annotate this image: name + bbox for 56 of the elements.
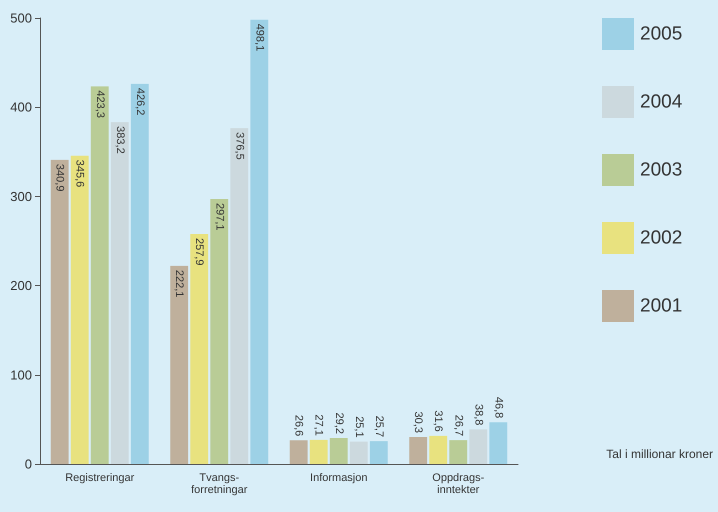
legend-label: 2001 [640,296,682,316]
bar [310,440,328,464]
y-tick-label: 200 [10,278,32,294]
data-label: 30,3 [412,412,424,433]
bar [170,266,188,464]
data-label: 27,1 [312,414,325,436]
text: Tal i millionar kroner [606,447,714,461]
legend-label: 2003 [640,160,682,180]
bar [469,429,488,464]
data-label: 423,3 [94,90,106,118]
data-label: 46,8 [492,396,504,418]
bar [190,234,208,464]
legend-label: 2002 [640,228,682,248]
legend-label: 2005 [640,24,682,44]
data-label: 257,9 [193,238,206,266]
y-tick-label: 500 [10,10,32,26]
data-label: 26,6 [292,414,305,436]
bar [210,198,228,464]
bar [70,156,89,464]
bar [449,440,468,464]
bar [429,436,448,464]
data-label: 376,5 [233,132,246,160]
bar [350,442,368,464]
bar [250,20,268,464]
data-label: 426,2 [134,88,146,116]
bar [489,422,508,464]
data-label: 25,1 [352,416,365,438]
data-label: 38,8 [472,404,484,426]
data-label: 26,7 [452,414,464,436]
data-label: 29,2 [332,412,345,434]
bar [50,160,69,464]
data-label: 345,6 [74,160,86,188]
data-label: 340,9 [54,164,66,192]
y-tick-label: 100 [10,367,32,382]
bar [230,128,248,464]
bar [370,441,388,464]
bar [290,440,308,464]
data-label: 25,7 [372,416,385,438]
legend-label: 2004 [640,92,683,112]
bar [130,84,149,464]
bar [330,438,348,464]
data-label: 383,2 [114,126,126,154]
x-tick-label: Registreringar [65,472,135,484]
y-tick-label: 400 [10,100,32,115]
y-tick-label: 300 [10,188,32,204]
x-tick-label: Tvangs- forretningar [191,472,248,496]
x-tick-label: Informasjon [310,472,368,484]
y-tick-label: 0 [24,456,32,472]
bar [110,122,129,464]
data-label: 297,1 [213,202,226,231]
data-label: 31,6 [432,410,444,432]
bar [90,86,109,464]
data-label: 498,1 [253,24,266,52]
data-label: 222,1 [173,270,186,298]
x-tick-label: Oppdrags- inntekter [432,472,485,496]
bar [409,436,428,464]
